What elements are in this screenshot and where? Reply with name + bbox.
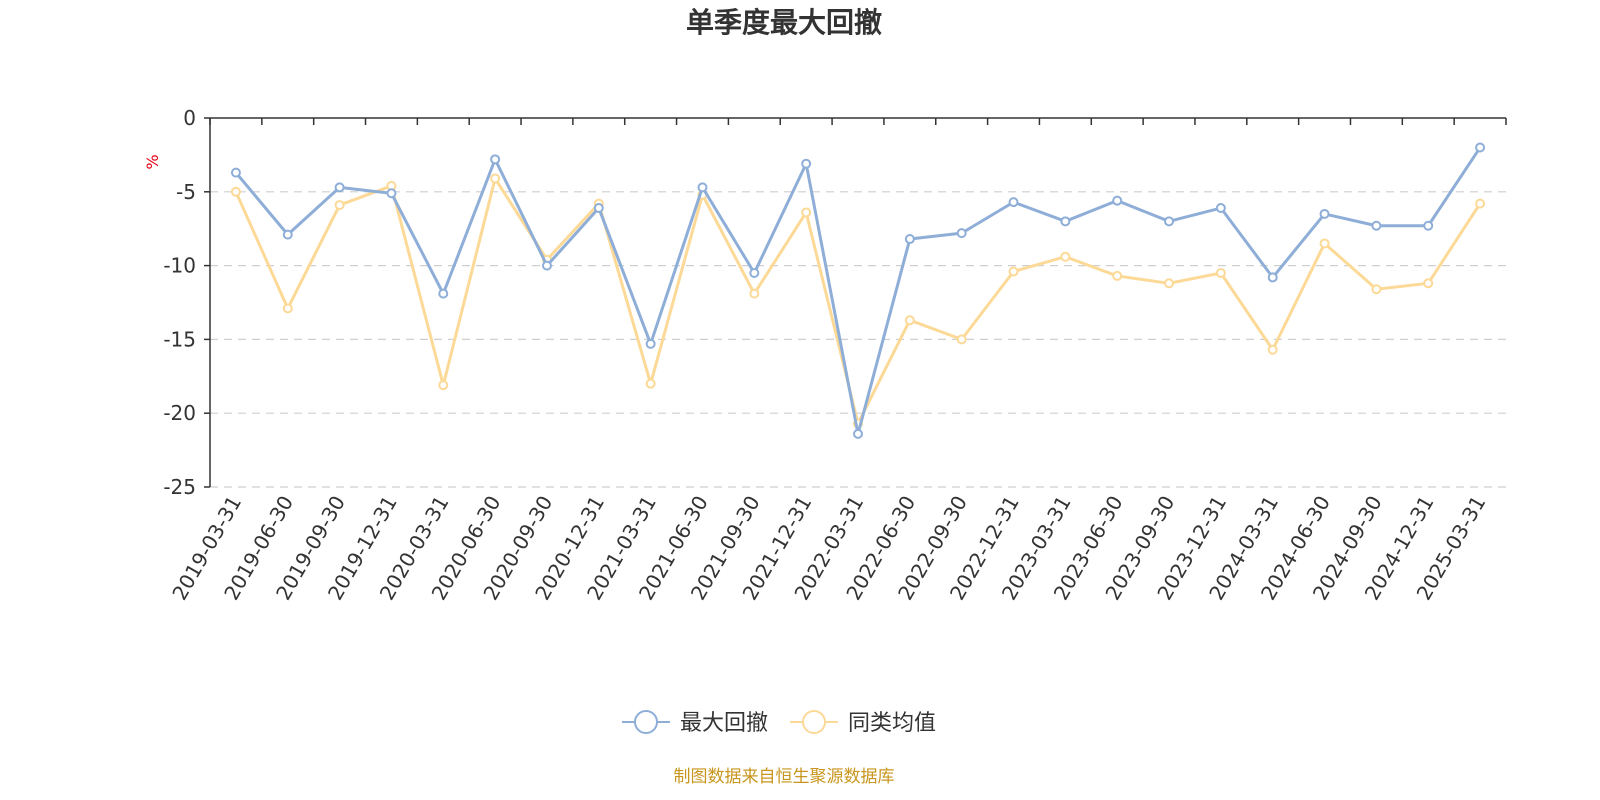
data-point[interactable] [1164, 278, 1175, 289]
data-point[interactable] [1060, 216, 1071, 227]
data-point[interactable] [956, 228, 967, 239]
data-point[interactable] [749, 267, 760, 278]
x-tick-labels: 2019-03-312019-06-302019-09-302019-12-31… [167, 491, 1490, 604]
data-point[interactable] [1423, 278, 1434, 289]
data-point[interactable] [438, 380, 449, 391]
data-point[interactable] [334, 182, 345, 193]
legend-label: 最大回撤 [680, 711, 768, 736]
y-tick-label: -20 [163, 401, 196, 425]
data-point[interactable] [645, 338, 656, 349]
data-point[interactable] [956, 334, 967, 345]
data-point[interactable] [1475, 142, 1486, 153]
legend-label: 同类均值 [848, 711, 936, 736]
data-point[interactable] [1008, 197, 1019, 208]
data-point[interactable] [438, 288, 449, 299]
chart-title: 单季度最大回撤 [686, 6, 882, 39]
data-point[interactable] [1319, 238, 1330, 249]
data-point[interactable] [645, 378, 656, 389]
legend-marker [802, 710, 827, 734]
data-point[interactable] [230, 186, 241, 197]
series-line-1 [234, 177, 1482, 426]
data-point[interactable] [282, 229, 293, 240]
grid-lines [210, 191, 1506, 488]
data-point[interactable] [1267, 272, 1278, 283]
legend-item-0[interactable]: 最大回撤 [622, 710, 768, 736]
data-point[interactable] [697, 182, 708, 193]
data-point[interactable] [904, 234, 915, 245]
data-point[interactable] [1112, 270, 1123, 281]
y-tick-label: -10 [163, 254, 196, 278]
data-point[interactable] [593, 203, 604, 214]
y-tick-label: -15 [163, 327, 196, 351]
legend[interactable]: 最大回撤 同类均值 [622, 710, 936, 736]
data-point[interactable] [230, 167, 241, 178]
data-point[interactable] [386, 188, 397, 199]
y-axis-unit: % [143, 154, 162, 169]
legend-marker [634, 710, 658, 734]
data-point[interactable] [490, 173, 501, 184]
data-point[interactable] [490, 154, 501, 165]
series-line-0 [234, 146, 1482, 436]
data-point[interactable] [1319, 208, 1330, 219]
data-point[interactable] [1215, 203, 1226, 214]
data-point[interactable] [801, 158, 812, 169]
data-point[interactable] [334, 200, 345, 211]
data-point[interactable] [1371, 284, 1382, 295]
axes [204, 117, 1507, 488]
data-point[interactable] [1164, 216, 1175, 227]
legend-item-1[interactable]: 同类均值 [790, 710, 936, 736]
data-point[interactable] [1475, 198, 1486, 209]
data-point[interactable] [1060, 251, 1071, 262]
series [230, 142, 1486, 439]
y-tick-label: -25 [163, 475, 196, 499]
data-point[interactable] [904, 315, 915, 326]
y-tick-label: 0 [183, 106, 196, 130]
y-tick-labels: 0 -5 -10 -15 -20 -25 [163, 106, 196, 499]
y-tick-label: -5 [176, 180, 196, 204]
data-point[interactable] [853, 428, 863, 439]
data-point[interactable] [801, 207, 812, 218]
source-note: 制图数据来自恒生聚源数据库 [674, 767, 895, 787]
data-point[interactable] [541, 260, 552, 271]
data-point[interactable] [1215, 267, 1226, 278]
data-point[interactable] [749, 288, 760, 299]
data-point[interactable] [1112, 195, 1123, 206]
data-point[interactable] [1267, 344, 1278, 355]
data-point[interactable] [1423, 220, 1434, 231]
data-point[interactable] [282, 303, 293, 314]
data-point[interactable] [1371, 220, 1382, 231]
data-point[interactable] [1008, 266, 1019, 277]
